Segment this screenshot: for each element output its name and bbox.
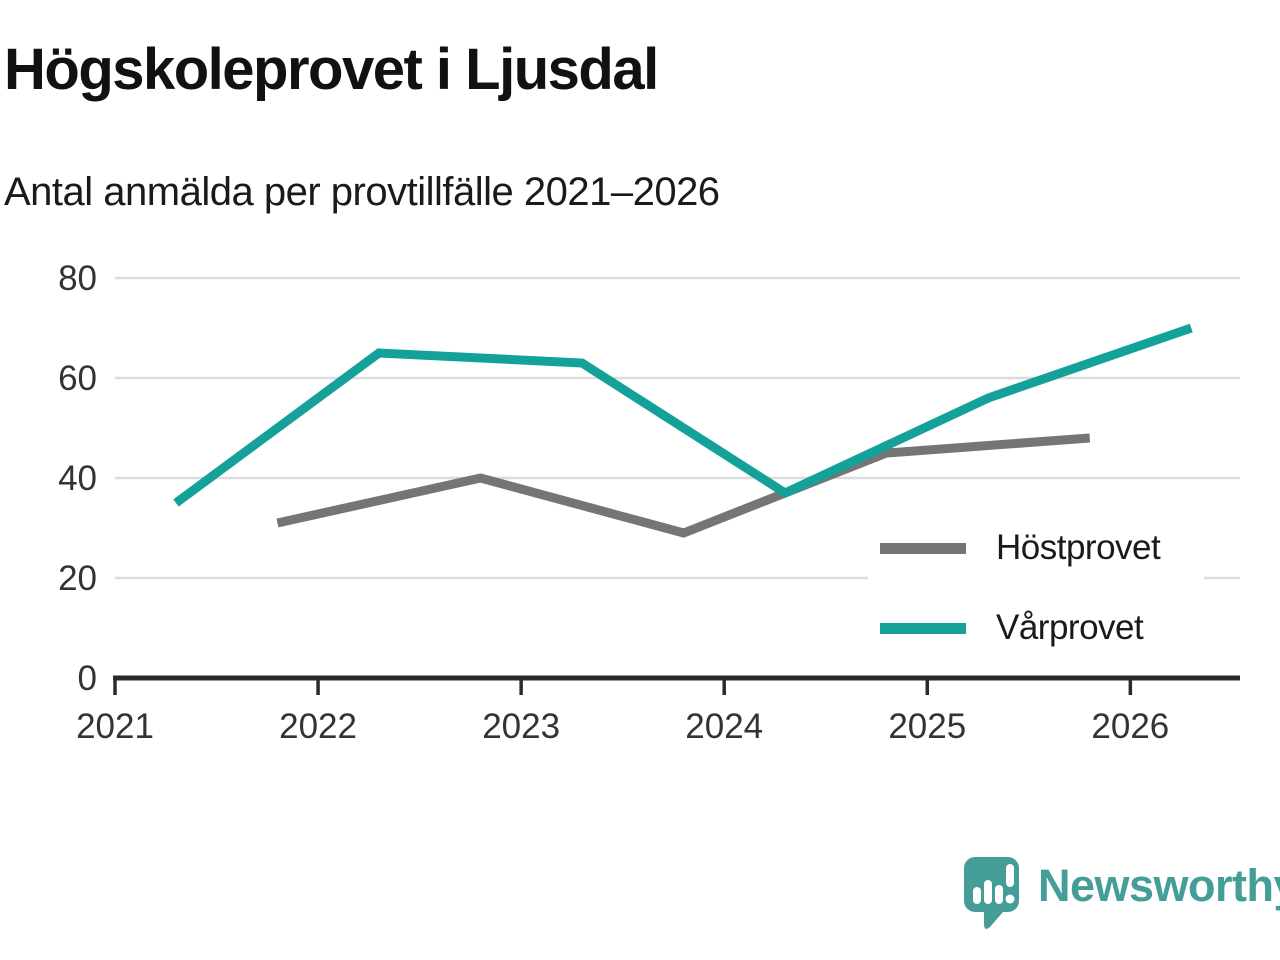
- legend-item-hostprovet: Höstprovet: [868, 528, 1204, 568]
- chart-subtitle: Antal anmälda per provtillfälle 2021–202…: [4, 170, 720, 214]
- x-tick-label-2022: 2022: [279, 707, 357, 746]
- varprovet-line-swatch: [880, 622, 966, 634]
- hostprovet-line-swatch: [880, 542, 966, 554]
- legend-item-varprovet: Vårprovet: [868, 608, 1204, 648]
- newsworthy-logo-text: Newsworthy: [1038, 860, 1280, 911]
- y-tick-label-60: 60: [58, 359, 97, 398]
- chart-title: Högskoleprovet i Ljusdal: [4, 37, 659, 102]
- y-tick-label-40: 40: [58, 459, 97, 498]
- legend-label-hostprovet: Höstprovet: [996, 528, 1161, 567]
- newsworthy-logo: Newsworthy: [963, 856, 1280, 932]
- chart-legend: Höstprovet Vårprovet: [868, 524, 1204, 652]
- series-line-vårprovet: [173, 323, 1193, 507]
- y-tick-label-80: 80: [58, 259, 97, 298]
- newsworthy-logo-icon: [964, 857, 1019, 929]
- x-tick-label-2026: 2026: [1091, 707, 1169, 746]
- x-tick-label-2021: 2021: [76, 707, 154, 746]
- x-tick-label-2023: 2023: [482, 707, 560, 746]
- legend-label-varprovet: Vårprovet: [996, 608, 1144, 647]
- x-tick-label-2025: 2025: [888, 707, 966, 746]
- y-tick-label-0: 0: [78, 659, 97, 698]
- series-line-höstprovet: [276, 433, 1091, 538]
- x-tick-label-2024: 2024: [685, 707, 763, 746]
- y-tick-label-20: 20: [58, 559, 97, 598]
